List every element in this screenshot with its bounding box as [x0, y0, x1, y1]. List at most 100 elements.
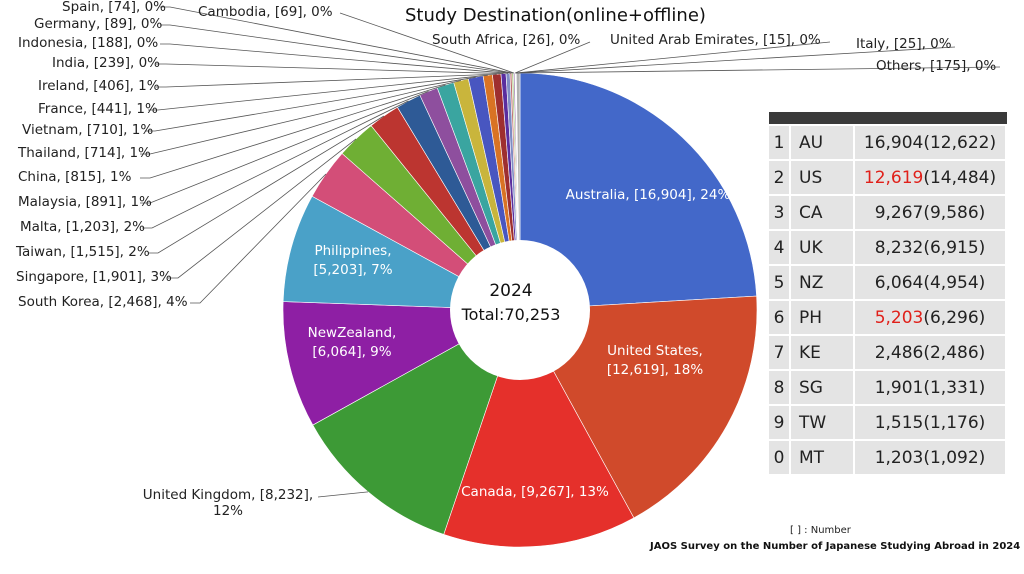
ranking-row: 3 CA 9,267(9,586)	[769, 196, 1007, 229]
slice-label-china: China, [815], 1%	[18, 169, 132, 185]
source: JAOS Survey on the Number of Japanese St…	[650, 541, 1021, 552]
ranking-row: 9 TW 1,515(1,176)	[769, 406, 1007, 439]
slice-label-malta: Malta, [1,203], 2%	[20, 219, 146, 235]
country-code: AU	[791, 126, 855, 159]
ranking-row: 8 SG 1,901(1,331)	[769, 371, 1007, 404]
value-previous: (2,486)	[923, 342, 986, 363]
leader-line	[515, 41, 591, 74]
leader-line	[148, 115, 385, 254]
value-cell: 16,904(12,622)	[855, 126, 1007, 159]
slice-label-spain: Spain, [74], 0%	[62, 0, 167, 15]
ranking-row: 1 AU 16,904(12,622)	[769, 126, 1007, 159]
value-cell: 8,232(6,915)	[855, 231, 1007, 264]
slice-label-canada: Canada, [9,267], 13%	[461, 484, 609, 500]
leader-line	[140, 84, 446, 179]
pie-slice-australia	[519, 72, 757, 311]
leader-line	[160, 43, 509, 74]
value-previous: (1,092)	[923, 447, 986, 468]
value-cell: 6,064(4,954)	[855, 266, 1007, 299]
leader-line	[156, 73, 497, 88]
leader-line	[190, 173, 327, 304]
slice-label-italy: Italy, [25], 0%	[856, 36, 952, 52]
country-code: CA	[791, 196, 855, 229]
country-code: US	[791, 161, 855, 194]
slice-label-cambodia: Cambodia, [69], 0%	[198, 4, 333, 20]
slice-label-south-africa: South Africa, [26], 0%	[432, 32, 581, 48]
value-2024: 12,619	[863, 167, 924, 188]
rank-number: 0	[769, 441, 791, 474]
center-year: 2024	[489, 281, 533, 301]
slice-label-united-kingdom: United Kingdom, [8,232], 12%	[142, 487, 314, 519]
value-2024: 8,232	[874, 237, 924, 258]
value-2024: 1,203	[874, 447, 924, 468]
value-previous: (6,915)	[923, 237, 986, 258]
ranking-row: 4 UK 8,232(6,915)	[769, 231, 1007, 264]
value-cell: 2,486(2,486)	[855, 336, 1007, 369]
leader-line	[160, 24, 511, 74]
ranking-row: 7 KE 2,486(2,486)	[769, 336, 1007, 369]
slice-label-united-states: United States, [12,619], 18%	[606, 343, 704, 378]
value-previous: (14,484)	[923, 167, 997, 188]
slice-label-germany: Germany, [89], 0%	[34, 16, 163, 32]
slice-label-newzealand: NewZealand, [6,064], 9%	[307, 325, 397, 360]
leader-line	[160, 6, 513, 74]
leader-line	[140, 80, 462, 155]
slice-label-south-korea: South Korea, [2,468], 4%	[18, 294, 188, 310]
slice-label-ireland: Ireland, [406], 1%	[38, 78, 160, 94]
country-code: PH	[791, 301, 855, 334]
rank-number: 6	[769, 301, 791, 334]
rank-number: 9	[769, 406, 791, 439]
slice-label-singapore: Singapore, [1,901], 3%	[16, 269, 172, 285]
ranking-row: 6 PH 5,203(6,296)	[769, 301, 1007, 334]
slice-label-india: India, [239], 0%	[52, 55, 161, 71]
value-2024: 6,064	[874, 272, 924, 293]
slice-label-thailand: Thailand, [714], 1%	[18, 145, 151, 161]
value-2024: 5,203	[874, 307, 924, 328]
value-previous: (1,176)	[923, 412, 986, 433]
slice-label-others: Others, [175], 0%	[876, 58, 997, 74]
country-code: MT	[791, 441, 855, 474]
leader-line	[145, 76, 476, 132]
ranking-row: 5 NZ 6,064(4,954)	[769, 266, 1007, 299]
leader-line	[518, 66, 1001, 74]
rank-number: 3	[769, 196, 791, 229]
leader-line	[142, 100, 409, 229]
leader-line	[317, 491, 369, 498]
value-2024: 2,486	[874, 342, 924, 363]
ranking-header	[769, 112, 1007, 124]
leader-line	[168, 138, 357, 279]
slice-label-philippines: Philippines, [5,203], 7%	[313, 243, 393, 278]
value-previous: (1,331)	[923, 377, 986, 398]
leader-line	[148, 74, 488, 111]
value-2024: 1,515	[874, 412, 924, 433]
country-code: NZ	[791, 266, 855, 299]
ranking-table: 1 AU 16,904(12,622) 2 US 12,619(14,484) 3 CA 9,2…	[769, 110, 1007, 476]
leader-line	[515, 41, 831, 74]
country-code: TW	[791, 406, 855, 439]
rank-number: 4	[769, 231, 791, 264]
rank-number: 7	[769, 336, 791, 369]
pie-slice-united-states	[519, 295, 758, 519]
slice-label-indonesia: Indonesia, [188], 0%	[18, 35, 159, 51]
country-code: SG	[791, 371, 855, 404]
value-previous: (6,296)	[923, 307, 986, 328]
leader-line	[339, 12, 515, 74]
pie-slice-canada	[443, 309, 635, 548]
leader-line	[156, 63, 504, 74]
value-cell: 5,203(6,296)	[855, 301, 1007, 334]
value-cell: 1,901(1,331)	[855, 371, 1007, 404]
slice-label-taiwan: Taiwan, [1,515], 2%	[16, 244, 150, 260]
country-code: UK	[791, 231, 855, 264]
donut-hole	[450, 240, 590, 380]
leader-line	[140, 91, 429, 204]
value-2024: 9,267	[874, 202, 924, 223]
ranking-row: 2 US 12,619(14,484)	[769, 161, 1007, 194]
value-cell: 1,515(1,176)	[855, 406, 1007, 439]
slice-label-vietnam: Vietnam, [710], 1%	[22, 122, 154, 138]
value-previous: (12,622)	[923, 132, 997, 153]
rank-number: 5	[769, 266, 791, 299]
value-cell: 1,203(1,092)	[855, 441, 1007, 474]
note: [ ] : Number	[790, 525, 851, 536]
slice-label-france: France, [441], 1%	[38, 101, 158, 117]
